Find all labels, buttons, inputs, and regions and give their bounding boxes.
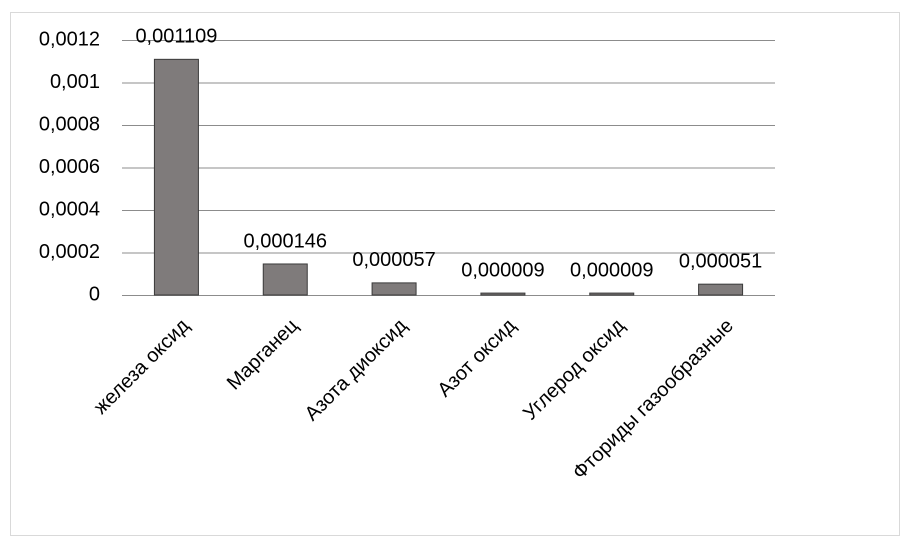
- bar: [589, 292, 635, 296]
- data-label: 0,000009: [570, 259, 653, 281]
- y-tick-label: 0,0006: [39, 156, 100, 178]
- y-tick-label: 0,0012: [39, 28, 100, 50]
- x-tick-label: Углерод оксид: [519, 314, 629, 424]
- data-label: 0,000051: [679, 250, 762, 272]
- y-tick-label: 0,0008: [39, 113, 100, 135]
- y-tick-label: 0,001: [50, 71, 100, 93]
- data-label: 0,001109: [135, 26, 217, 48]
- y-tick-label: 0,0002: [39, 241, 100, 263]
- x-tick-label: Марганец: [223, 315, 303, 395]
- bar: [262, 263, 308, 296]
- x-tick-label: Азота диоксид: [301, 314, 412, 425]
- x-tick-label: железа оксид: [90, 314, 194, 418]
- bar: [480, 292, 526, 296]
- y-tick-label: 0,0004: [39, 198, 100, 220]
- chart-frame: [10, 12, 900, 536]
- data-label: 0,000009: [461, 259, 544, 281]
- x-tick-label: Азот оксид: [433, 314, 520, 401]
- y-tick-label: 0: [89, 283, 100, 305]
- bar: [153, 58, 199, 296]
- bar: [698, 283, 744, 296]
- data-label: 0,000057: [352, 249, 435, 271]
- bar: [371, 282, 417, 296]
- data-label: 0,000146: [244, 230, 327, 252]
